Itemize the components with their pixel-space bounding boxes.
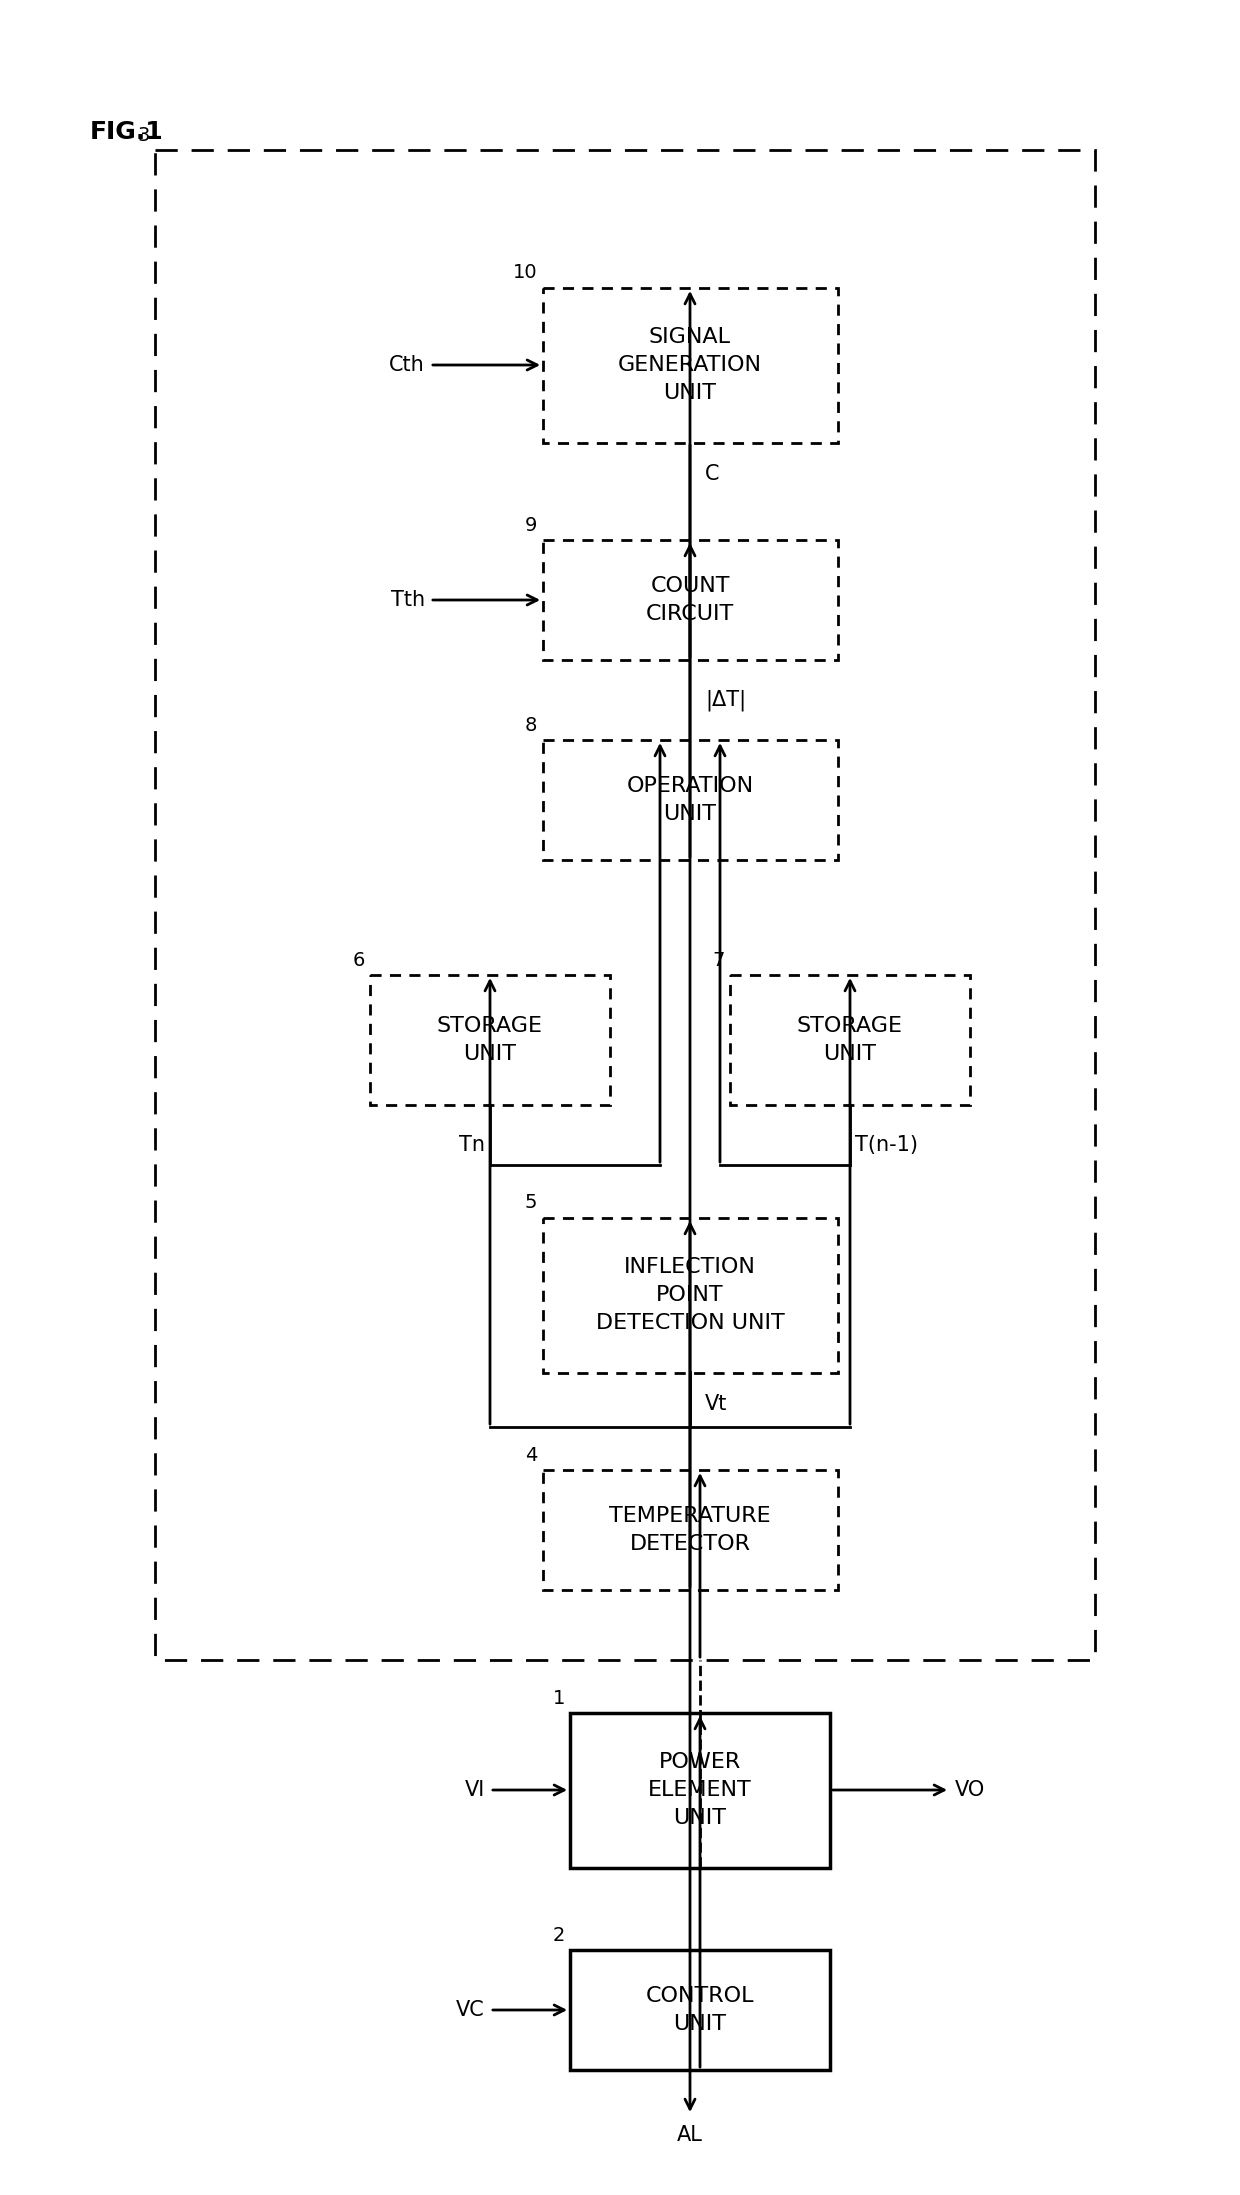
Bar: [543, 540, 837, 661]
Text: TEMPERATURE
DETECTOR: TEMPERATURE DETECTOR: [609, 1506, 771, 1554]
Text: C: C: [706, 463, 719, 485]
Bar: [370, 975, 610, 1104]
Text: Vt: Vt: [706, 1394, 728, 1414]
Text: OPERATION
UNIT: OPERATION UNIT: [626, 777, 754, 823]
Bar: [543, 1471, 837, 1589]
Bar: [570, 1949, 830, 2070]
Text: 9: 9: [525, 516, 537, 536]
Bar: [570, 1712, 830, 1868]
Text: VC: VC: [456, 2000, 485, 2019]
Text: CONTROL
UNIT: CONTROL UNIT: [646, 1986, 754, 2035]
Text: |ΔT|: |ΔT|: [706, 689, 746, 711]
Text: T(n-1): T(n-1): [856, 1135, 918, 1155]
Text: SIGNAL
GENERATION
UNIT: SIGNAL GENERATION UNIT: [618, 327, 763, 404]
Text: Tn: Tn: [459, 1135, 485, 1155]
Text: FIG.1: FIG.1: [91, 121, 164, 145]
Text: 10: 10: [513, 263, 537, 283]
Text: 7: 7: [713, 950, 725, 970]
Text: INFLECTION
POINT
DETECTION UNIT: INFLECTION POINT DETECTION UNIT: [595, 1258, 785, 1332]
Text: STORAGE
UNIT: STORAGE UNIT: [436, 1016, 543, 1065]
Text: Tth: Tth: [391, 590, 425, 610]
Text: AL: AL: [677, 2125, 703, 2145]
Text: POWER
ELEMENT
UNIT: POWER ELEMENT UNIT: [649, 1752, 751, 1828]
Text: STORAGE
UNIT: STORAGE UNIT: [797, 1016, 903, 1065]
Bar: [155, 149, 1095, 1659]
Text: VI: VI: [465, 1780, 485, 1800]
Bar: [543, 740, 837, 860]
Text: 5: 5: [525, 1194, 537, 1212]
Bar: [730, 975, 970, 1104]
Bar: [543, 1218, 837, 1372]
Text: 8: 8: [525, 716, 537, 735]
Text: 6: 6: [352, 950, 365, 970]
Text: COUNT
CIRCUIT: COUNT CIRCUIT: [646, 575, 734, 623]
Bar: [543, 288, 837, 443]
Text: 4: 4: [525, 1447, 537, 1464]
Text: 3: 3: [138, 125, 150, 145]
Text: VO: VO: [955, 1780, 986, 1800]
Text: 1: 1: [553, 1688, 565, 1708]
Text: 2: 2: [553, 1925, 565, 1945]
Text: Cth: Cth: [389, 356, 425, 375]
